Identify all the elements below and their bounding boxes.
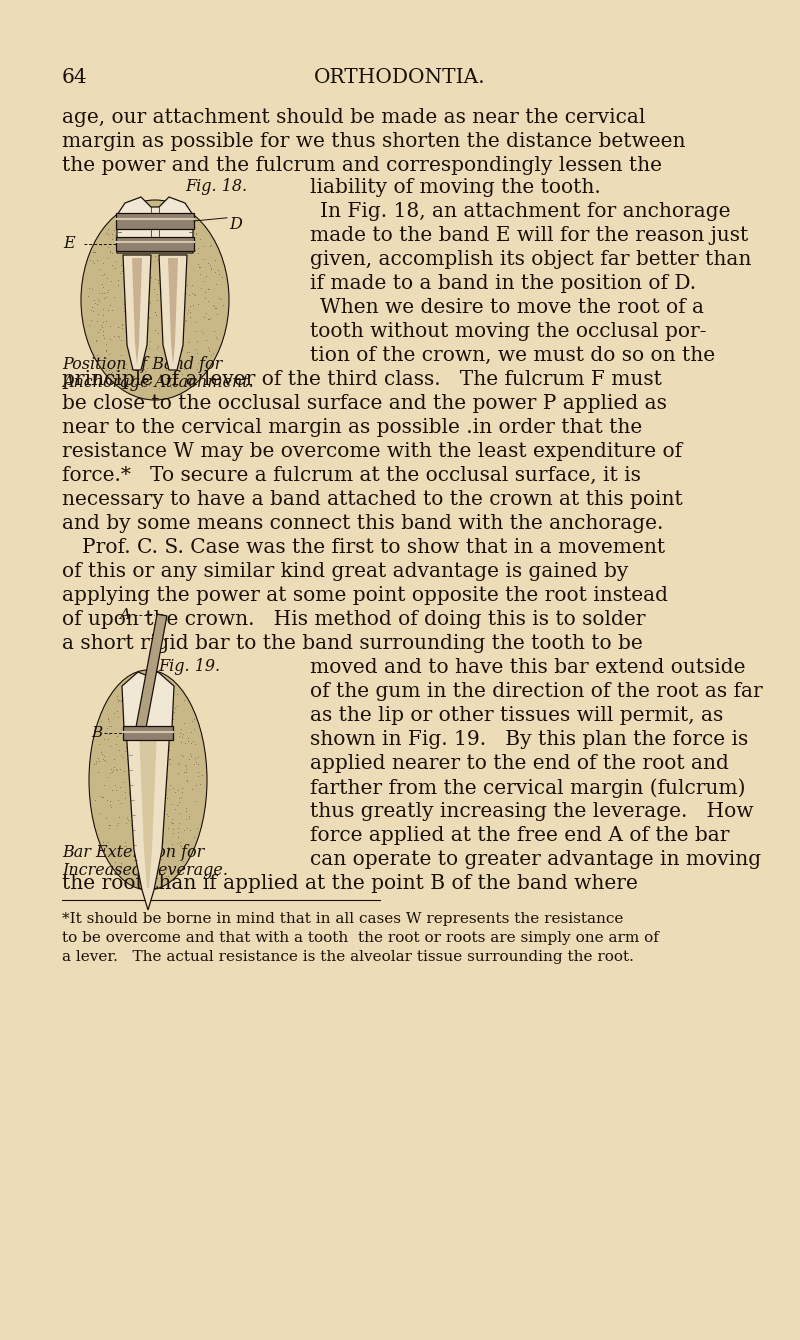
Text: Prof. C. S. Case was the first to show that in a movement: Prof. C. S. Case was the first to show t… bbox=[82, 537, 665, 557]
Text: if made to a band in the position of D.: if made to a band in the position of D. bbox=[310, 273, 696, 293]
Text: force applied at the free end A of the bar: force applied at the free end A of the b… bbox=[310, 825, 730, 846]
Text: Increased Leverage.: Increased Leverage. bbox=[62, 862, 228, 879]
Text: D: D bbox=[229, 216, 242, 233]
Bar bbox=[123, 726, 173, 740]
Text: tooth without moving the occlusal por-: tooth without moving the occlusal por- bbox=[310, 322, 706, 340]
Text: made to the band E will for the reason just: made to the band E will for the reason j… bbox=[310, 226, 748, 245]
Text: near to the cervical margin as possible .in order that the: near to the cervical margin as possible … bbox=[62, 418, 642, 437]
Text: E: E bbox=[63, 236, 75, 252]
Text: and by some means connect this band with the anchorage.: and by some means connect this band with… bbox=[62, 515, 663, 533]
Text: applying the power at some point opposite the root instead: applying the power at some point opposit… bbox=[62, 586, 668, 604]
Text: Bar Extension for: Bar Extension for bbox=[62, 844, 204, 862]
Text: necessary to have a band attached to the crown at this point: necessary to have a band attached to the… bbox=[62, 490, 682, 509]
Polygon shape bbox=[123, 255, 151, 370]
Polygon shape bbox=[132, 259, 142, 364]
Text: the root than if applied at the point B of the band where: the root than if applied at the point B … bbox=[62, 874, 638, 892]
Text: a lever.   The actual resistance is the alveolar tissue surrounding the root.: a lever. The actual resistance is the al… bbox=[62, 950, 634, 963]
Text: farther from the cervical margin (fulcrum): farther from the cervical margin (fulcru… bbox=[310, 779, 746, 797]
Ellipse shape bbox=[89, 670, 207, 890]
Text: Position of Band for: Position of Band for bbox=[62, 356, 222, 373]
Text: shown in Fig. 19.   By this plan the force is: shown in Fig. 19. By this plan the force… bbox=[310, 730, 748, 749]
Polygon shape bbox=[168, 259, 178, 364]
Polygon shape bbox=[139, 730, 157, 888]
Text: be close to the occlusal surface and the power P applied as: be close to the occlusal surface and the… bbox=[62, 394, 667, 413]
Text: of upon the crown.   His method of doing this is to solder: of upon the crown. His method of doing t… bbox=[62, 610, 646, 628]
Text: force.*   To secure a fulcrum at the occlusal surface, it is: force.* To secure a fulcrum at the occlu… bbox=[62, 466, 641, 485]
Text: A: A bbox=[119, 608, 130, 622]
Text: principle of a lever of the third class.   The fulcrum F must: principle of a lever of the third class.… bbox=[62, 370, 662, 389]
Text: When we desire to move the root of a: When we desire to move the root of a bbox=[320, 297, 704, 318]
Polygon shape bbox=[135, 614, 167, 734]
Text: resistance W may be overcome with the least expenditure of: resistance W may be overcome with the le… bbox=[62, 442, 682, 461]
Text: applied nearer to the end of the root and: applied nearer to the end of the root an… bbox=[310, 754, 729, 773]
Polygon shape bbox=[117, 197, 193, 253]
Text: of this or any similar kind great advantage is gained by: of this or any similar kind great advant… bbox=[62, 561, 628, 582]
Text: ORTHODONTIA.: ORTHODONTIA. bbox=[314, 68, 486, 87]
Text: tion of the crown, we must do so on the: tion of the crown, we must do so on the bbox=[310, 346, 715, 364]
Bar bbox=[116, 237, 194, 251]
Text: Anchorage Attachment.: Anchorage Attachment. bbox=[62, 374, 254, 391]
Text: In Fig. 18, an attachment for anchorage: In Fig. 18, an attachment for anchorage bbox=[320, 202, 730, 221]
Text: given, accomplish its object far better than: given, accomplish its object far better … bbox=[310, 251, 751, 269]
Text: thus greatly increasing the leverage.   How: thus greatly increasing the leverage. Ho… bbox=[310, 803, 754, 821]
Text: Fig. 18.: Fig. 18. bbox=[185, 178, 247, 196]
Text: moved and to have this bar extend outside: moved and to have this bar extend outsid… bbox=[310, 658, 746, 677]
Text: B: B bbox=[90, 726, 102, 740]
Ellipse shape bbox=[81, 200, 229, 401]
Text: 64: 64 bbox=[62, 68, 88, 87]
Text: Fig. 19.: Fig. 19. bbox=[158, 658, 220, 675]
Text: of the gum in the direction of the root as far: of the gum in the direction of the root … bbox=[310, 682, 762, 701]
Bar bbox=[116, 213, 194, 229]
Text: as the lip or other tissues will permit, as: as the lip or other tissues will permit,… bbox=[310, 706, 723, 725]
Text: liability of moving the tooth.: liability of moving the tooth. bbox=[310, 178, 601, 197]
Text: can operate to greater advantage in moving: can operate to greater advantage in movi… bbox=[310, 850, 761, 870]
Polygon shape bbox=[122, 671, 174, 728]
Text: to be overcome and that with a tooth  the root or roots are simply one arm of: to be overcome and that with a tooth the… bbox=[62, 931, 659, 945]
Text: margin as possible for we thus shorten the distance between: margin as possible for we thus shorten t… bbox=[62, 133, 686, 151]
Text: a short rigid bar to the band surrounding the tooth to be: a short rigid bar to the band surroundin… bbox=[62, 634, 642, 653]
Text: age, our attachment should be made as near the cervical: age, our attachment should be made as ne… bbox=[62, 109, 646, 127]
Polygon shape bbox=[159, 255, 187, 370]
Polygon shape bbox=[126, 728, 170, 910]
Text: *It should be borne in mind that in all cases W represents the resistance: *It should be borne in mind that in all … bbox=[62, 913, 623, 926]
Text: the power and the fulcrum and correspondingly lessen the: the power and the fulcrum and correspond… bbox=[62, 155, 662, 176]
